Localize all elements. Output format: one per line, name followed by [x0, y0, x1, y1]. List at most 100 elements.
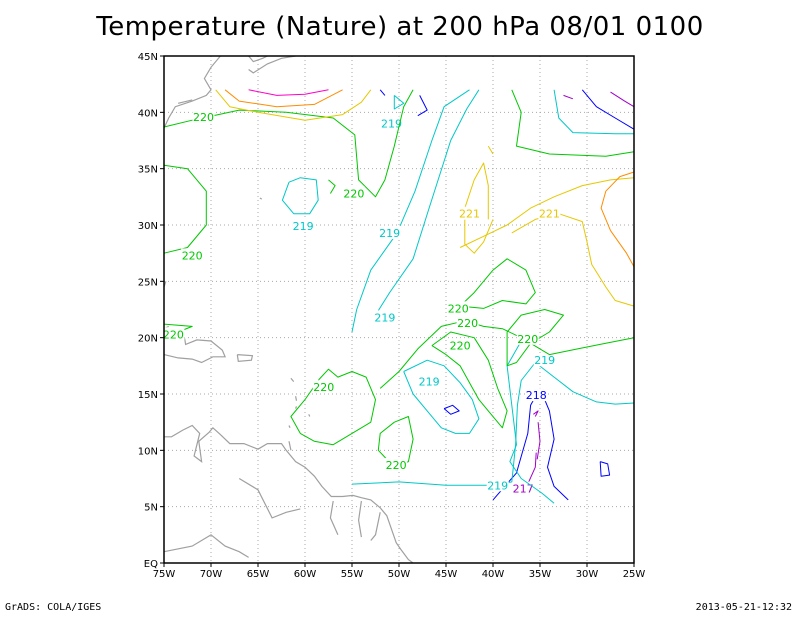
contour-221: [215, 89, 372, 121]
contour-219: [403, 359, 480, 434]
timestamp: 2013-05-21-12:32: [695, 602, 792, 613]
lat-tick-label: 10N: [138, 446, 158, 457]
contour-218: [581, 89, 635, 130]
contour-219: [351, 89, 470, 333]
lon-tick-label: 50W: [388, 569, 411, 580]
coastline: [288, 441, 292, 451]
contour-label-bg: [292, 219, 315, 233]
contour-label-bg: [486, 478, 509, 492]
contour-label-bg: [533, 353, 556, 367]
contour-220: [511, 89, 635, 157]
contour-label-bg: [516, 331, 539, 345]
contour-220: [163, 89, 414, 198]
coastline: [236, 354, 254, 362]
contour-label: 220: [448, 302, 469, 315]
lat-tick-label: 30N: [138, 221, 158, 232]
contour-217: [563, 94, 574, 100]
coastline: [164, 424, 414, 564]
contour-217: [533, 410, 539, 417]
contour-222: [224, 89, 343, 108]
contour-label: 221: [459, 208, 480, 221]
lat-tick-label: 25N: [138, 277, 158, 288]
lon-tick-label: 65W: [247, 569, 270, 580]
contour-label-bg: [342, 186, 365, 200]
coastline: [308, 414, 311, 417]
coastline: [329, 500, 339, 536]
contour-label-bg: [162, 327, 185, 341]
lon-tick-label: 75W: [153, 569, 176, 580]
contour-217: [536, 422, 541, 460]
contour-217: [610, 91, 635, 108]
contour-218: [417, 95, 428, 117]
lon-tick-label: 60W: [294, 569, 317, 580]
contour-218: [599, 461, 611, 477]
contour-label-bg: [312, 380, 335, 394]
lon-tick-label: 70W: [200, 569, 223, 580]
coastline: [288, 425, 291, 429]
contour-label: 218: [526, 389, 547, 402]
contour-label: 219: [419, 376, 440, 389]
lat-tick-label: 40N: [138, 108, 158, 119]
contour-label-bg: [380, 116, 403, 130]
lat-tick-label: 20N: [138, 334, 158, 345]
contour-label: 220: [517, 333, 538, 346]
lon-tick-label: 25W: [623, 569, 646, 580]
contour-label-bg: [418, 374, 441, 388]
contour-219: [506, 337, 555, 504]
coastline: [238, 477, 301, 519]
lon-tick-label: 55W: [341, 569, 364, 580]
contour-218: [379, 89, 386, 96]
contour-label: 219: [379, 227, 400, 240]
contour-220: [290, 368, 376, 446]
lat-tick-label: 45N: [138, 52, 158, 63]
lon-tick-label: 45W: [435, 569, 458, 580]
contour-label: 220: [313, 381, 334, 394]
contour-221: [459, 177, 635, 248]
contour-220: [328, 179, 336, 194]
coastline: [295, 396, 298, 401]
contour-label-bg: [449, 338, 472, 352]
contour-223: [248, 89, 329, 96]
lat-tick-label: 35N: [138, 165, 158, 176]
contour-220: [431, 331, 508, 429]
lon-tick-label: 40W: [482, 569, 505, 580]
contour-label-bg: [458, 206, 481, 220]
contour-label: 220: [386, 459, 407, 472]
coastlines: [163, 55, 414, 564]
contour-label: 220: [163, 328, 184, 341]
contour-label: 220: [193, 111, 214, 124]
contour-218: [443, 404, 460, 415]
coastline: [177, 99, 193, 104]
contour-label-bg: [456, 316, 479, 330]
contour-label: 219: [293, 220, 314, 233]
contour-label: 219: [381, 118, 402, 131]
coastline: [295, 406, 298, 409]
contour-220: [506, 309, 564, 367]
contour-221: [487, 145, 494, 155]
lat-tick-label: 5N: [144, 503, 158, 514]
contour-label: 220: [182, 249, 203, 262]
map-title: Temperature (Nature) at 200 hPa 08/01 01…: [96, 12, 704, 42]
contour-label: 217: [513, 483, 534, 496]
contour-219: [553, 89, 634, 135]
contour-222: [600, 171, 635, 267]
contour-label-bg: [447, 301, 470, 315]
contour-label: 220: [343, 187, 364, 200]
contour-label: 219: [534, 354, 555, 367]
contour-219: [281, 177, 319, 215]
contour-label-bg: [525, 388, 548, 402]
contour-220: [379, 320, 635, 389]
contour-label: 221: [539, 208, 560, 221]
lat-tick-label: 15N: [138, 390, 158, 401]
grads-credit: GrADS: COLA/IGES: [5, 602, 102, 613]
coastline: [259, 197, 263, 200]
coastline: [248, 55, 296, 74]
contour-label-bg: [538, 206, 561, 220]
contour-label-bg: [378, 225, 401, 239]
coastline: [163, 334, 227, 364]
contour-label-bg: [373, 310, 396, 324]
contour-219: [393, 95, 405, 110]
contours: 217 218 219 219 219 219 219 219 219 220 220 220 220 2…: [162, 89, 635, 504]
coastline: [357, 500, 362, 538]
